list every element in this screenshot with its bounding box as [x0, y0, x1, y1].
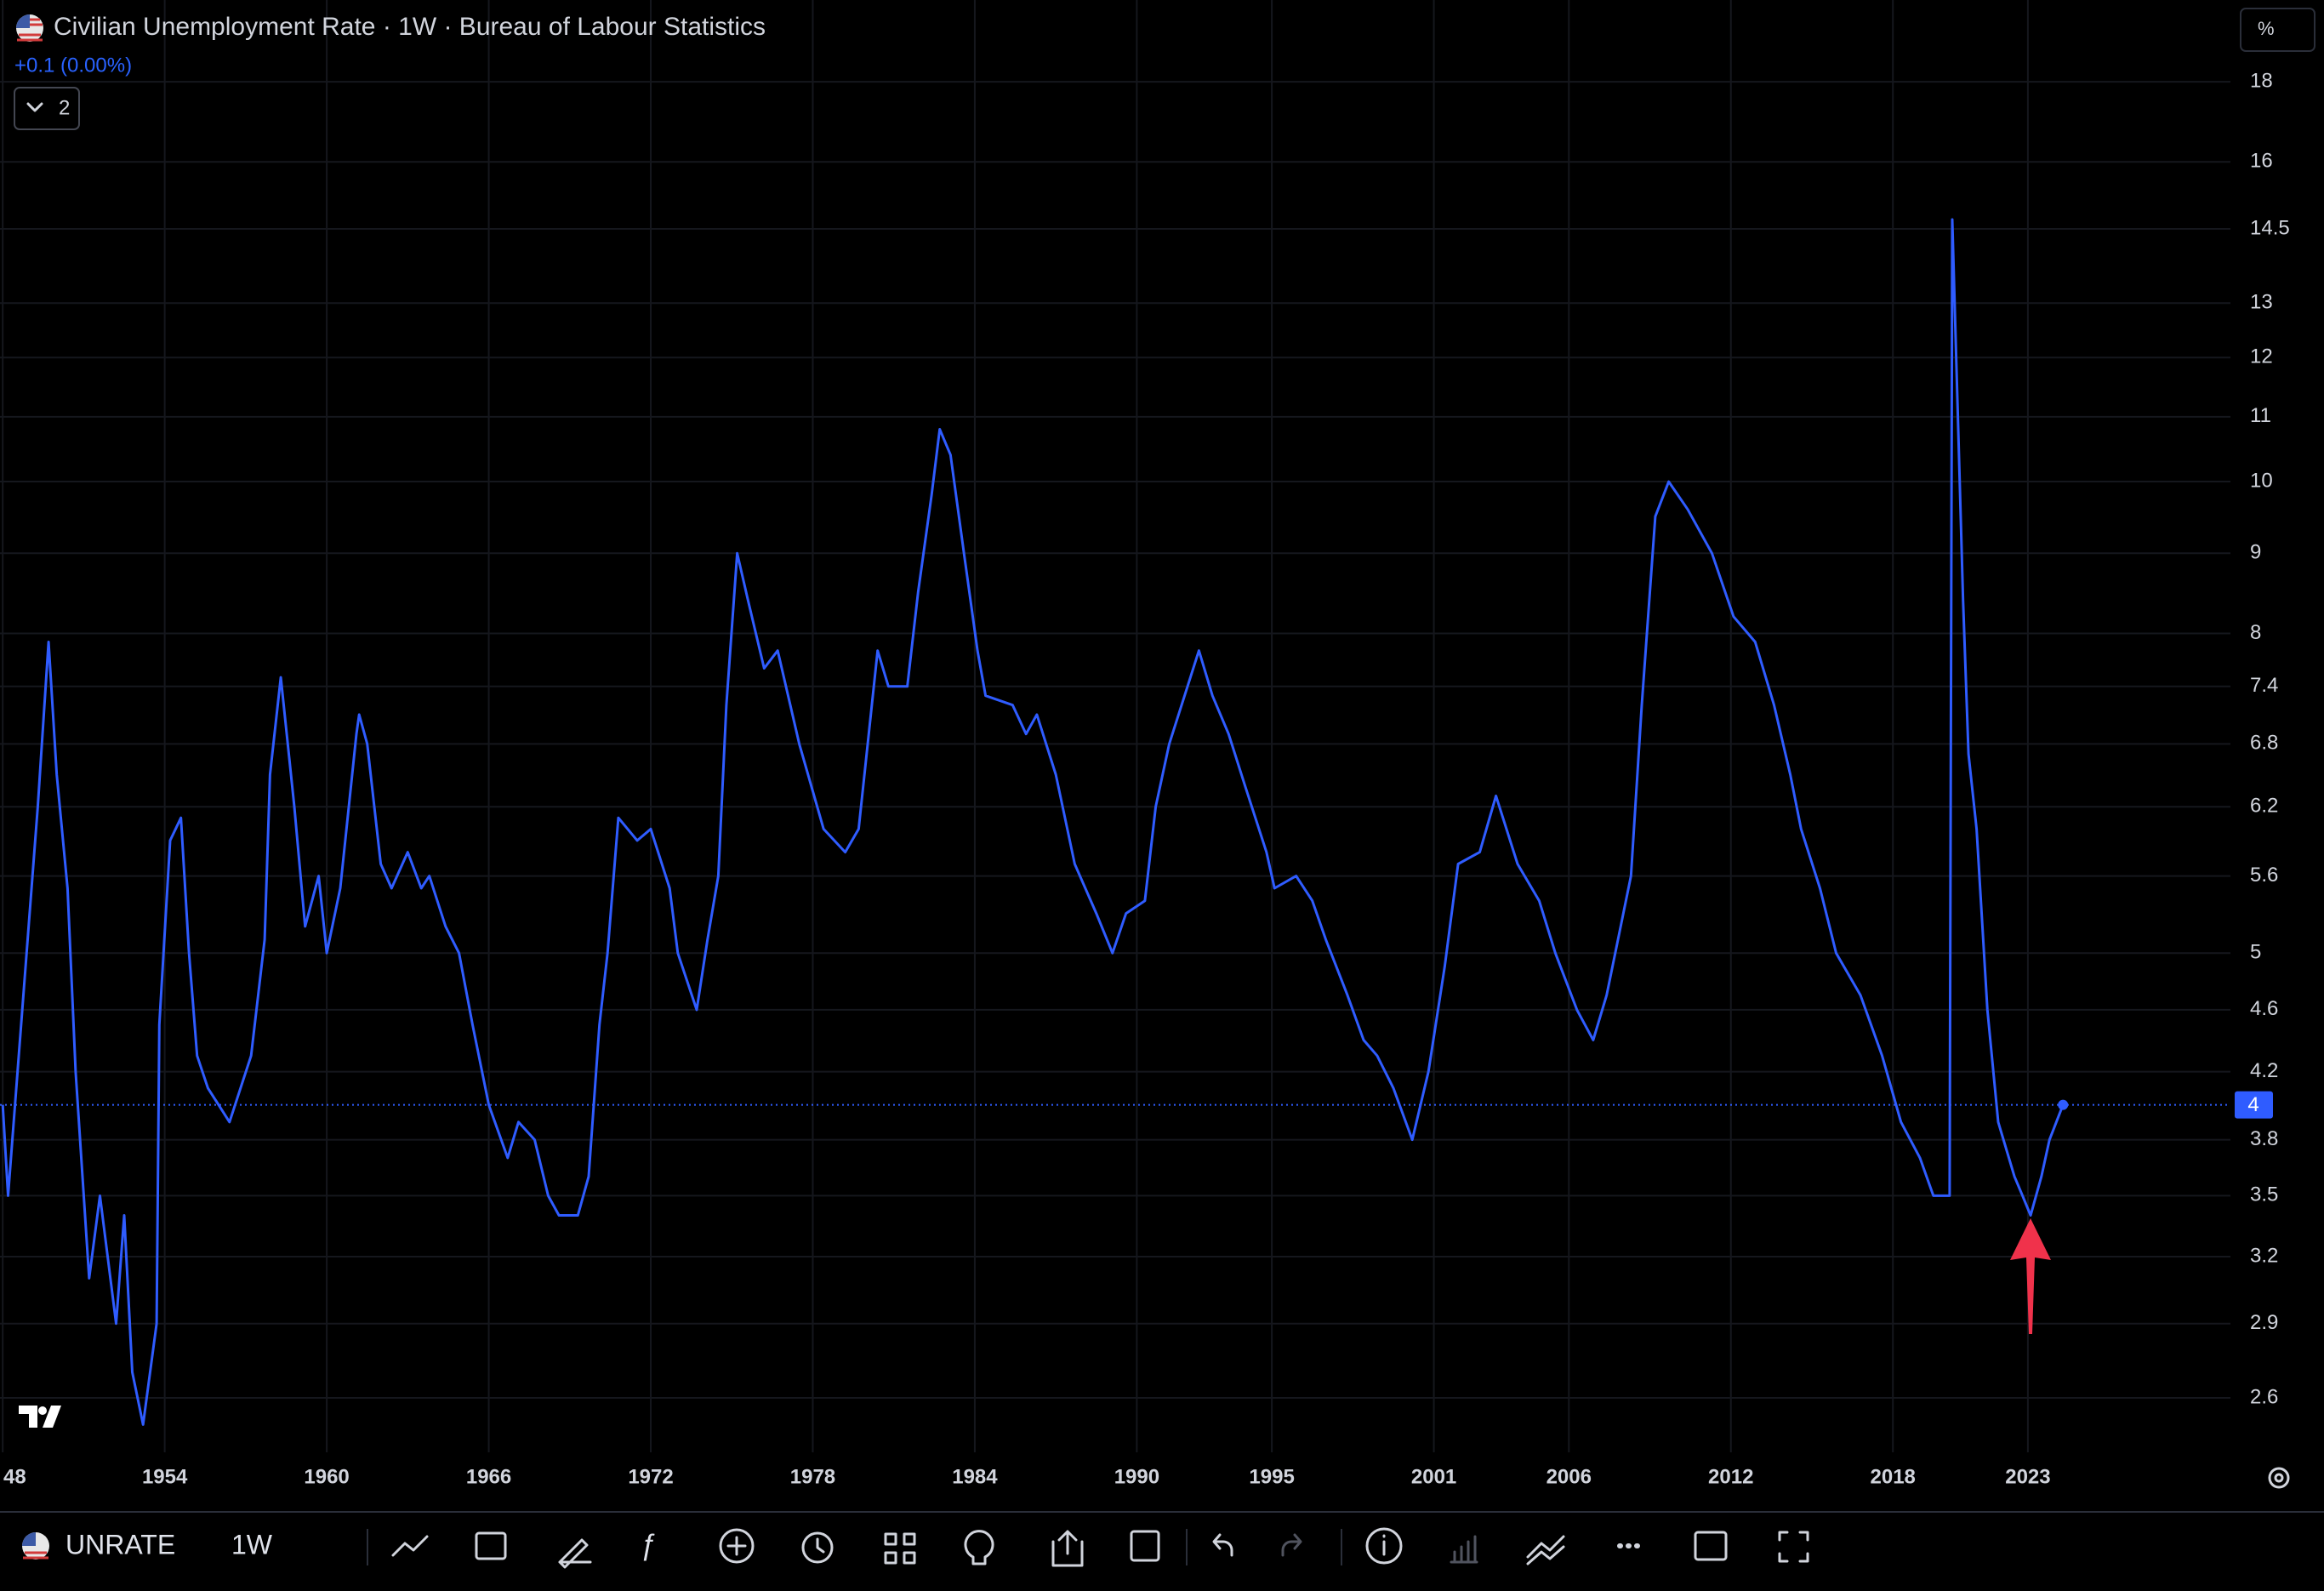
y-tick-label: 2.9 [2250, 1311, 2278, 1334]
add-icon-plus [726, 1536, 747, 1556]
x-tick-label: 1966 [466, 1465, 511, 1488]
chart-type-icon[interactable] [391, 1535, 429, 1557]
x-tick-label: 1972 [628, 1465, 673, 1488]
toolbar-bg [0, 1512, 2324, 1591]
x-tick-label: 2001 [1411, 1465, 1456, 1488]
chart-title: Civilian Unemployment Rate · 1W · Bureau… [54, 13, 766, 41]
y-tick-label: 3.8 [2250, 1127, 2278, 1150]
last-value-label: 4 [2247, 1093, 2258, 1116]
flag-stripes [17, 18, 43, 42]
y-tick-label: 5 [2250, 941, 2261, 964]
logo-dot [38, 1406, 47, 1415]
x-tick-label: 1960 [304, 1465, 349, 1488]
chevron-icon [26, 102, 43, 112]
y-tick-label: 3.5 [2250, 1183, 2278, 1206]
x-tick-label: 2012 [1708, 1465, 1753, 1488]
indicators-toggle[interactable] [14, 87, 80, 130]
y-tick-label: 7.4 [2250, 674, 2278, 697]
toolbar: UNRATE 1W ƒ [0, 1511, 2324, 1591]
y-tick-label: 16 [2250, 150, 2273, 173]
gear-ring [2268, 1467, 2290, 1489]
note-icon[interactable] [1130, 1530, 1160, 1562]
x-tick-label: 2023 [2005, 1465, 2050, 1488]
plot-area [0, 218, 2230, 1426]
axes: 2.6 2.9 3.2 3.5 3.8 4.2 4.6 5 5.6 6.2 6.8 7.4 8 9 10 11… [3, 69, 2290, 1488]
flag-canton [16, 14, 30, 28]
alert-icon-hands [816, 1537, 825, 1554]
y-tick-label: 11 [2250, 404, 2271, 427]
fullscreen-icon[interactable] [1778, 1531, 1809, 1563]
y-tick-label: 14.5 [2250, 216, 2290, 239]
redo-icon[interactable] [1281, 1533, 1302, 1557]
y-tick-label: 4.2 [2250, 1059, 2278, 1082]
logo-mark [19, 1406, 61, 1428]
x-tick-label: 2006 [1546, 1465, 1592, 1488]
ideas-icon[interactable] [964, 1530, 994, 1565]
draw-icon[interactable] [558, 1538, 592, 1569]
settings-icon[interactable] [2268, 1467, 2290, 1489]
y-tick-label: 6.2 [2250, 795, 2278, 818]
x-tick-label: 2018 [1871, 1465, 1916, 1488]
y-tick-label: 8 [2250, 621, 2261, 644]
info-icon[interactable] [1365, 1527, 1403, 1565]
last-value-box [2235, 1091, 2273, 1119]
series-line [1, 218, 2065, 1426]
compare-icon[interactable] [1526, 1535, 1565, 1565]
date-range-icon[interactable] [475, 1531, 507, 1560]
gear-center [2274, 1473, 2284, 1483]
logo [19, 1406, 61, 1428]
layout-icon[interactable] [884, 1532, 916, 1565]
last-value-dot [2058, 1099, 2069, 1110]
x-tick-label: 1978 [790, 1465, 835, 1488]
add-icon[interactable] [719, 1528, 755, 1564]
y-tick-label: 6.8 [2250, 732, 2278, 755]
y-tick-label: 4.6 [2250, 997, 2278, 1020]
y-tick-label: 12 [2250, 345, 2273, 368]
scale-mode-button[interactable] [2240, 8, 2315, 52]
scale-mode: % [2258, 18, 2275, 39]
alert-icon[interactable] [801, 1531, 834, 1564]
grid [0, 0, 2230, 1452]
interval[interactable]: 1W [231, 1529, 273, 1560]
undo-icon[interactable] [1212, 1533, 1233, 1557]
x-tick-label: 1954 [142, 1465, 188, 1488]
symbol-flag-stripes [23, 1551, 48, 1560]
window-icon[interactable] [1694, 1531, 1728, 1561]
y-tick-label: 9 [2250, 541, 2261, 564]
volume-icon[interactable] [1450, 1535, 1478, 1564]
x-tick-label: 1984 [952, 1465, 998, 1488]
indicators-count: 2 [59, 96, 70, 119]
annotation-arrow [2010, 1218, 2051, 1334]
y-tick-label: 5.6 [2250, 864, 2278, 887]
y-tick-label: 18 [2250, 69, 2273, 92]
x-tick-label: 1995 [1249, 1465, 1294, 1488]
change-label: +0.1 (0.00%) [14, 54, 132, 77]
y-tick-label: 10 [2250, 469, 2273, 492]
x-tick-label: 1990 [1114, 1465, 1159, 1488]
x-tick-label: 48 [3, 1465, 26, 1488]
symbol[interactable]: UNRATE [66, 1529, 175, 1560]
header: Civilian Unemployment Rate · 1W · Bureau… [14, 8, 2315, 130]
share-icon[interactable] [1051, 1530, 1084, 1567]
y-tick-label: 13 [2250, 291, 2273, 314]
y-tick-label: 3.2 [2250, 1244, 2278, 1267]
symbol-flag-canton [22, 1532, 36, 1546]
indicators-icon[interactable]: ƒ [640, 1529, 656, 1562]
y-tick-label: 2.6 [2250, 1385, 2278, 1408]
